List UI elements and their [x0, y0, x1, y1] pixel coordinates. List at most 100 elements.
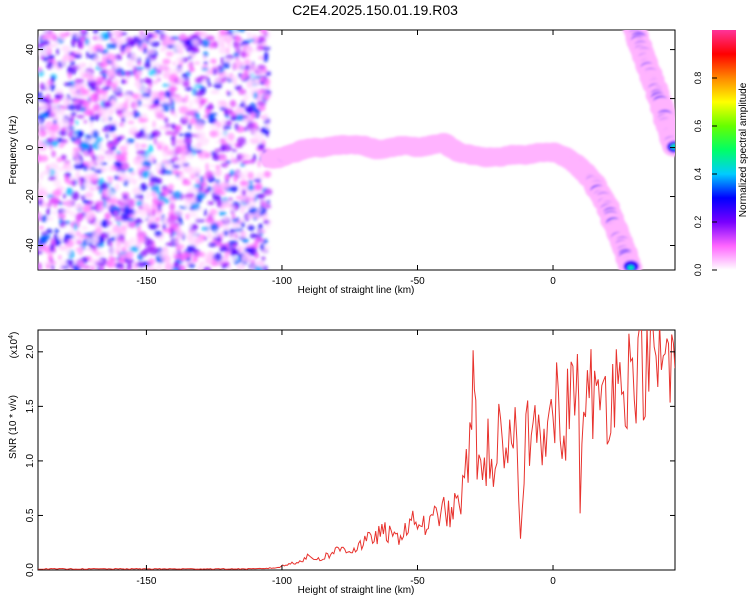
noise-blob [143, 47, 148, 54]
snr-line [38, 330, 675, 570]
noise-blob [118, 252, 129, 260]
colorbar-tick-label: 0.2 [693, 216, 703, 229]
noise-blob [75, 120, 79, 126]
noise-blob [111, 30, 121, 37]
noise-blob [190, 202, 201, 211]
noise-blob [210, 67, 214, 75]
noise-blob [124, 114, 133, 119]
noise-blob [79, 233, 84, 240]
noise-blob [172, 43, 182, 51]
noise-blob [181, 264, 186, 270]
noise-blob [46, 194, 55, 198]
noise-blob [128, 127, 138, 134]
noise-blob [88, 186, 96, 191]
noise-blob [240, 221, 245, 228]
noise-blob [105, 133, 109, 139]
noise-blob [211, 258, 217, 267]
noise-blob [172, 95, 177, 102]
noise-blob [248, 179, 253, 185]
noise-blob [70, 112, 77, 116]
noise-blob [139, 30, 144, 35]
noise-blob [96, 186, 100, 190]
noise-blob [118, 145, 128, 152]
noise-blob [164, 170, 173, 175]
noise-blob [157, 77, 161, 82]
colorbar-tick-label: 0.6 [693, 120, 703, 133]
top-y-tick-label: 0 [25, 144, 36, 150]
noise-blob [249, 233, 259, 239]
noise-blob [89, 93, 98, 103]
noise-blob [61, 45, 71, 52]
noise-blob [200, 157, 205, 161]
noise-blob [186, 192, 195, 198]
noise-blob [230, 89, 235, 97]
noise-blob [181, 144, 188, 152]
noise-blob [51, 150, 56, 158]
top-x-tick-label: -100 [272, 276, 292, 287]
noise-blob [38, 112, 48, 118]
noise-blob [74, 213, 85, 221]
noise-blob [223, 125, 232, 130]
noise-blob [58, 254, 62, 260]
noise-blob [69, 229, 75, 236]
noise-blob [194, 149, 203, 154]
noise-blob [105, 152, 113, 161]
noise-blob [89, 61, 93, 70]
noise-blob [86, 134, 92, 139]
noise-blob [228, 43, 232, 48]
noise-blob [141, 96, 150, 101]
noise-blob [107, 68, 117, 78]
noise-blob [76, 114, 85, 119]
noise-blob [204, 188, 210, 194]
noise-blob [73, 133, 78, 138]
noise-blob [38, 262, 42, 270]
noise-blob [46, 30, 55, 40]
noise-blob [197, 265, 202, 270]
noise-blob [207, 251, 215, 259]
noise-blob [126, 139, 135, 144]
noise-blob [103, 199, 107, 209]
top-x-tick-label: 0 [550, 276, 556, 287]
noise-blob [134, 66, 145, 71]
noise-blob [164, 130, 174, 136]
noise-blob [257, 133, 265, 138]
noise-blob [265, 204, 272, 209]
noise-blob [114, 262, 123, 269]
noise-blob [125, 37, 134, 41]
noise-blob [263, 170, 272, 178]
noise-blob [57, 167, 65, 172]
noise-blob [108, 178, 113, 185]
noise-blob [65, 31, 71, 37]
noise-blob [127, 208, 136, 216]
noise-blob [67, 72, 72, 80]
noise-blob [38, 240, 41, 245]
noise-blob [140, 209, 148, 218]
noise-blob [120, 162, 130, 171]
noise-blob [231, 148, 237, 153]
noise-blob [38, 67, 43, 72]
noise-blob [218, 211, 227, 217]
noise-blob [50, 124, 60, 132]
noise-blob [150, 184, 160, 193]
noise-blob [212, 152, 219, 161]
noise-blob [249, 79, 253, 88]
noise-blob [188, 170, 193, 175]
noise-blob [172, 224, 178, 231]
noise-blob [89, 75, 96, 79]
noise-blob [182, 80, 190, 88]
noise-blob [217, 64, 223, 71]
noise-blob [174, 145, 183, 155]
noise-blob [42, 97, 48, 103]
noise-blob [96, 242, 104, 248]
noise-blob [99, 148, 106, 153]
noise-blob [107, 248, 118, 256]
noise-blob [48, 176, 57, 181]
noise-blob [138, 129, 146, 139]
noise-blob [253, 178, 262, 183]
noise-blob [239, 255, 243, 263]
noise-blob [153, 80, 158, 85]
noise-blob [84, 191, 94, 199]
noise-blob [190, 239, 195, 245]
noise-blob [258, 56, 264, 60]
